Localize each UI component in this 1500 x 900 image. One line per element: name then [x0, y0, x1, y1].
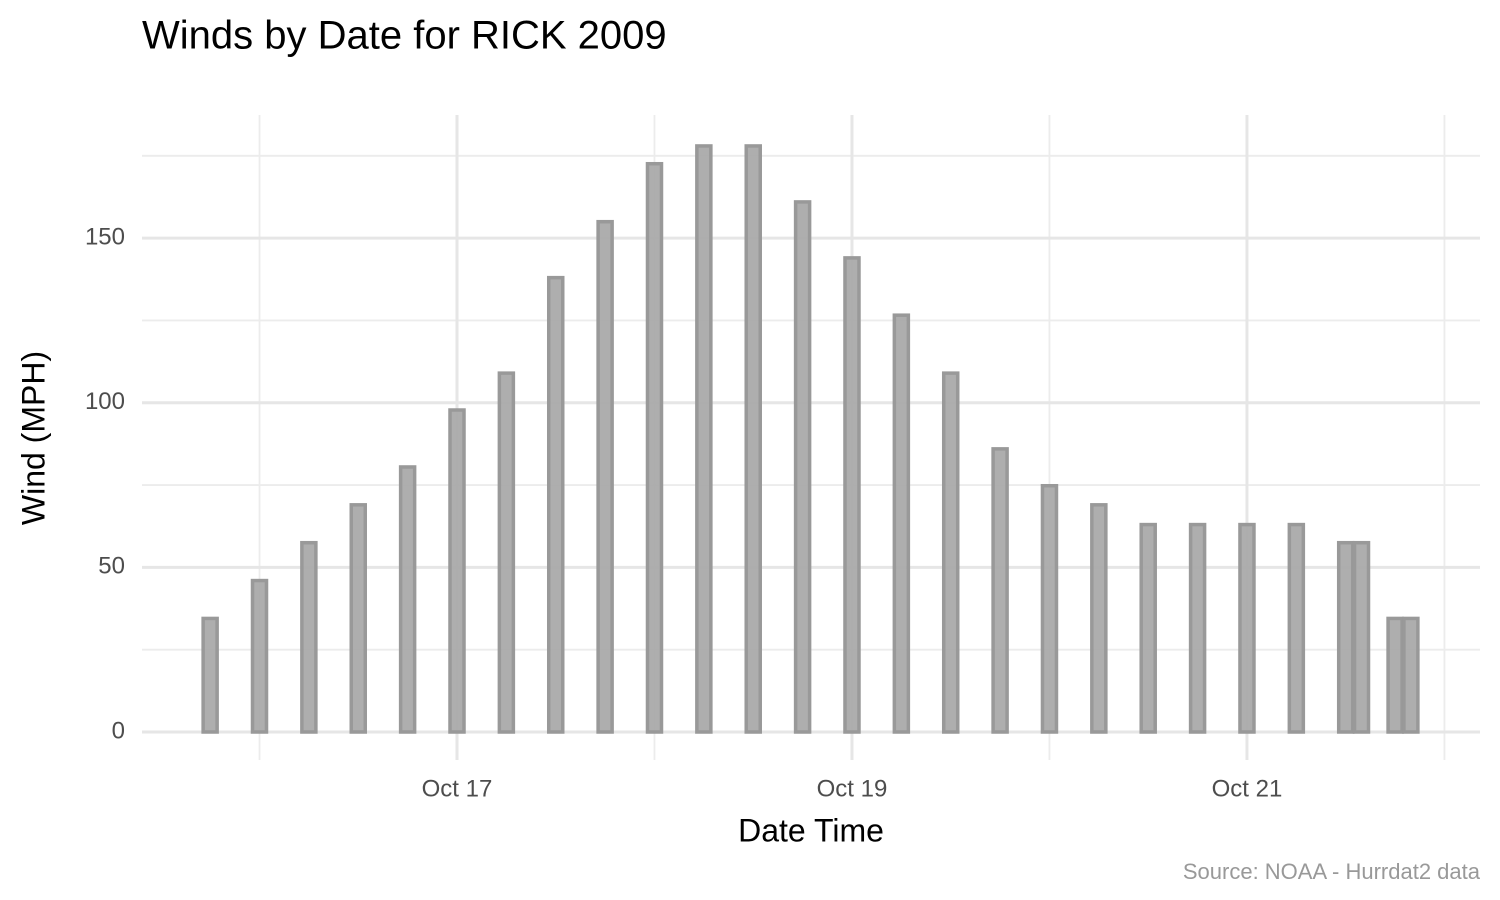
bar [448, 408, 466, 734]
bar [1352, 540, 1371, 734]
chart-title: Winds by Date for RICK 2009 [142, 14, 667, 58]
x-axis-title: Date Time [738, 812, 884, 848]
bar [546, 275, 565, 734]
bar [1139, 522, 1157, 734]
bar [300, 540, 318, 734]
bar [1336, 540, 1355, 734]
bar [941, 371, 960, 734]
bar [1386, 616, 1404, 734]
bar [991, 447, 1009, 734]
x-tick-label: Oct 17 [422, 775, 493, 802]
bar [201, 616, 219, 734]
bar [1188, 522, 1207, 734]
x-tick-label: Oct 21 [1212, 775, 1283, 802]
bar [1040, 483, 1059, 734]
x-tick-label: Oct 19 [817, 775, 888, 802]
bars [201, 144, 1420, 734]
caption: Source: NOAA - Hurrdat2 data [1183, 859, 1481, 884]
bar [793, 200, 812, 734]
y-tick-label: 0 [112, 717, 125, 744]
bar [695, 144, 713, 734]
bar [645, 161, 664, 734]
bar [596, 219, 614, 734]
bar [1287, 522, 1306, 734]
bar [1402, 616, 1420, 734]
bar [250, 578, 269, 734]
y-tick-label: 100 [85, 388, 125, 415]
y-axis-title: Wind (MPH) [15, 351, 51, 525]
bar [1090, 503, 1108, 734]
bar [349, 503, 368, 734]
bar [497, 371, 516, 734]
bar [892, 313, 911, 734]
y-tick-label: 150 [85, 223, 125, 250]
y-tick-label: 50 [98, 553, 125, 580]
bar [398, 465, 417, 734]
bar [843, 256, 861, 734]
bar [1238, 522, 1256, 734]
bar [744, 144, 762, 734]
